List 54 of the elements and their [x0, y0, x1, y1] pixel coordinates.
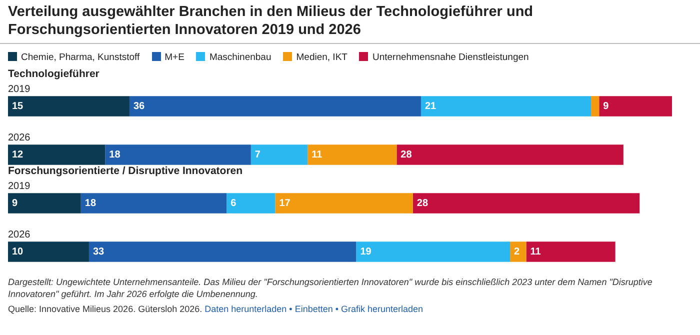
- bar: [88, 242, 356, 262]
- data-label: 7: [254, 150, 261, 160]
- text: Daten herunterladen • Einbetten • Grafik herunterladen: [204, 304, 424, 314]
- data-label: 9: [12, 198, 18, 209]
- data-label: 9: [603, 101, 610, 112]
- bar: [250, 144, 308, 165]
- data-label: 28: [400, 150, 412, 160]
- bar: [510, 242, 526, 262]
- data-label: 2: [514, 246, 520, 258]
- data-label: 6: [230, 198, 237, 209]
- chart-title: Verteilung ausgewählter Branchen in den Milieus der Technologieführer und Forschungsorientierten Innovatoren 2019 und 2026: [0, 0, 700, 44]
- bar: [80, 193, 227, 214]
- bar: [308, 144, 397, 165]
- legend-label: M+E: [164, 52, 184, 62]
- bar: [226, 193, 276, 214]
- data-label: 15: [12, 101, 24, 112]
- legend-label: Medien, IKT: [295, 52, 348, 62]
- annotation: Technologieführer: [8, 68, 100, 80]
- y-tick-label: 2019: [8, 181, 31, 192]
- bar: [8, 96, 130, 116]
- legend-label: Maschinenbau: [208, 52, 272, 62]
- data-label: 11: [530, 246, 542, 258]
- bar: [591, 96, 600, 116]
- bar: [396, 144, 624, 165]
- y-tick-label: 2019: [8, 84, 31, 96]
- source-note: Quelle: Innovative Milieus 2026. Gütersloh 2026.: [8, 304, 202, 314]
- bar: [105, 144, 251, 165]
- data-label: 12: [12, 150, 24, 160]
- data-label: 36: [133, 101, 146, 112]
- bar: [599, 96, 672, 116]
- legend-label: Chemie, Pharma, Kunststoff: [20, 52, 140, 62]
- data-label: 18: [109, 150, 121, 160]
- bar: [526, 242, 616, 262]
- legend-label: Unternehmensnahe Dienstleistungen: [371, 52, 529, 62]
- y-tick-label: 2026: [8, 230, 31, 241]
- text: Dargestellt: Ungewichtete Unternehmensanteile. Das Milieu der "Forschungsorientierten Innovatoren" wurde bis einschließlich 2023 unter dem Namen "Disruptive Innovatoren" geführt. Im Jahr 2026 erfolgte die Umbenennung.: [7, 276, 654, 300]
- bar: [8, 193, 81, 214]
- data-label: 10: [12, 246, 24, 258]
- bar: [275, 193, 413, 214]
- y-tick-label: 2026: [8, 132, 31, 144]
- bar: [129, 96, 421, 116]
- bar: [8, 144, 106, 165]
- data-label: 21: [424, 101, 437, 112]
- data-label: 19: [360, 246, 372, 258]
- bar: [8, 242, 89, 262]
- bar: [412, 193, 640, 214]
- data-label: 18: [84, 198, 96, 209]
- data-label: 17: [279, 198, 291, 209]
- data-label: 11: [312, 150, 323, 160]
- data-label: 33: [92, 246, 105, 258]
- bar: [420, 96, 592, 116]
- annotation: Forschungsorientierte / Disruptive Innovatoren: [8, 165, 243, 178]
- data-label: 28: [416, 198, 428, 209]
- bar: [356, 242, 510, 262]
